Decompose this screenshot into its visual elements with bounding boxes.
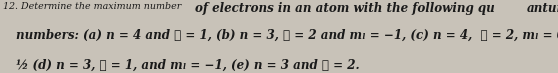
Text: numbers: (a) n = 4 and ℓ = 1, (b) n = 3, ℓ = 2 and mₗ = −1, (c) n = 4,  ℓ = 2, m: numbers: (a) n = 4 and ℓ = 1, (b) n = 3,… xyxy=(16,29,558,42)
Text: antum: antum xyxy=(527,2,558,15)
Text: of electrons in an atom with the following qu: of electrons in an atom with the followi… xyxy=(195,2,495,15)
Text: 12. Determine the maximum number: 12. Determine the maximum number xyxy=(3,2,184,11)
Text: ½ (d) n = 3, ℓ = 1, and mₗ = −1, (e) n = 3 and ℓ = 2.: ½ (d) n = 3, ℓ = 1, and mₗ = −1, (e) n =… xyxy=(16,58,359,71)
